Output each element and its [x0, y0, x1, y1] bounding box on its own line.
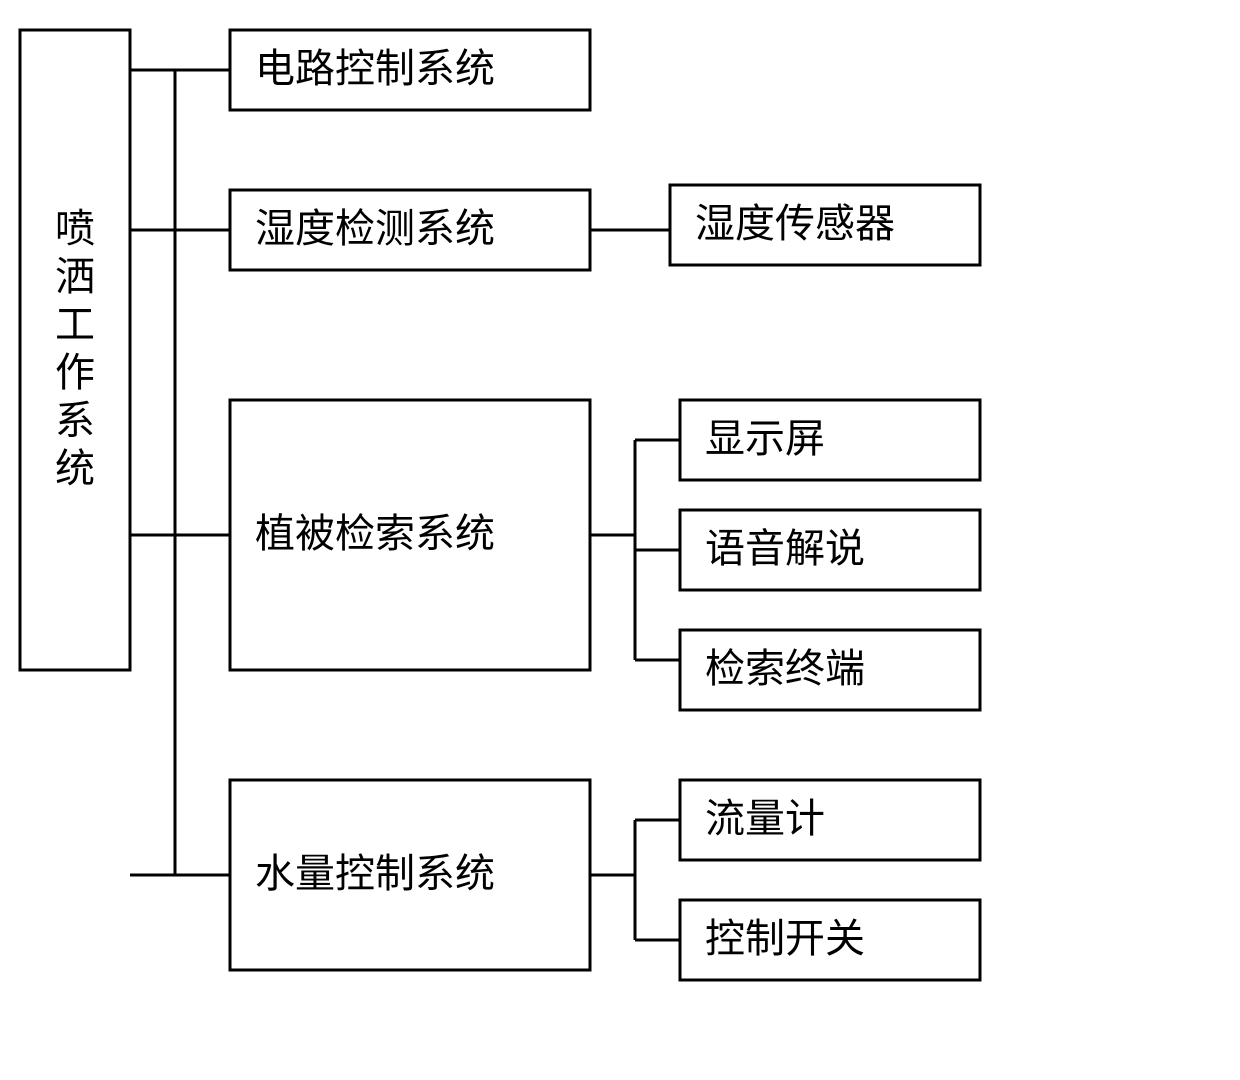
- circuit-label: 电路控制系统: [255, 46, 495, 91]
- vegetation-label: 植被检索系统: [255, 511, 495, 556]
- display-label: 显示屏: [705, 416, 825, 461]
- system-block-diagram: 喷洒工作系统电路控制系统湿度检测系统湿度传感器植被检索系统显示屏语音解说检索终端…: [0, 0, 1240, 1080]
- humidity-label: 湿度检测系统: [255, 206, 495, 251]
- voice-label: 语音解说: [705, 526, 865, 571]
- flowmeter-label: 流量计: [705, 796, 825, 841]
- water-label: 水量控制系统: [255, 851, 495, 896]
- switch-label: 控制开关: [705, 916, 865, 961]
- humidity-sensor-label: 湿度传感器: [695, 201, 895, 246]
- terminal-label: 检索终端: [705, 646, 865, 691]
